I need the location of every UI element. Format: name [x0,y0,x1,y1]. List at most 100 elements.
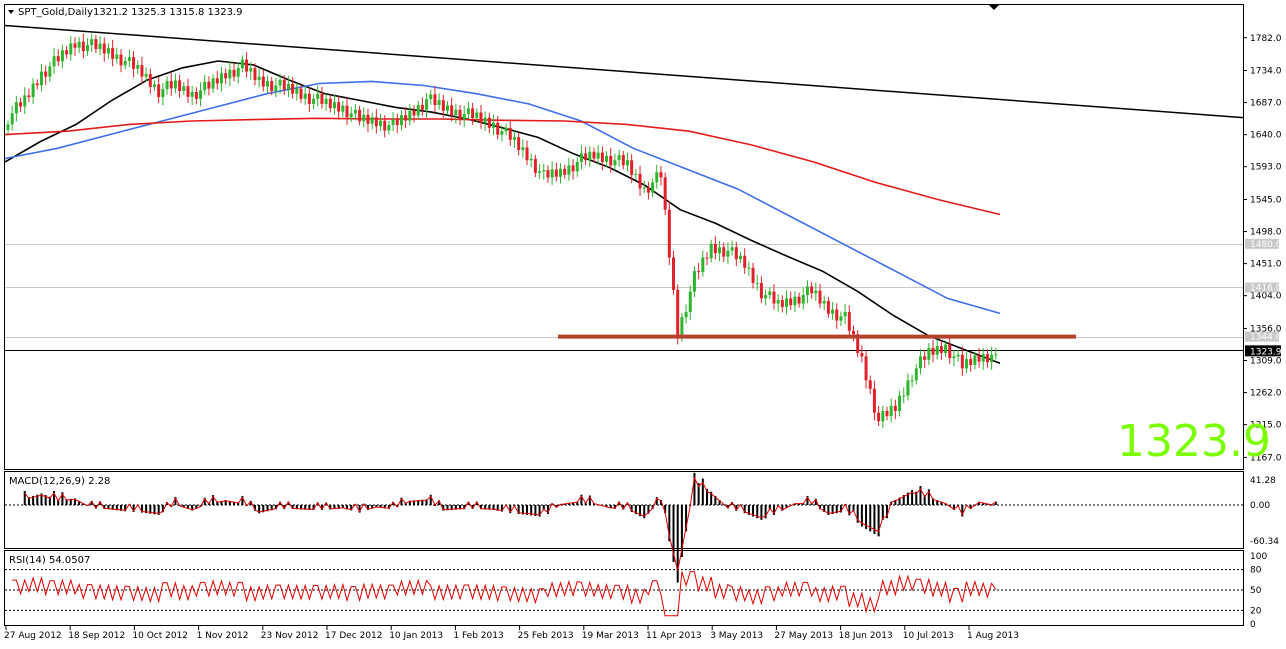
macd-histogram-bar [475,501,478,505]
macd-histogram-bar [869,505,872,532]
candle-body [655,172,659,183]
macd-histogram-bar [936,500,939,505]
candle-body [379,120,383,127]
candle-body [257,76,261,81]
candle-body [270,81,274,91]
candle-body [914,368,918,381]
macd-histogram-bar [852,505,855,512]
candle-body [148,74,152,87]
macd-histogram-bar [366,505,369,510]
macd-histogram-bar [103,505,106,510]
candle-body [69,43,73,55]
macd-histogram-bar [375,505,378,508]
candle-body [688,291,692,313]
candle-body [161,89,165,98]
macd-histogram-bar [902,495,905,505]
macd-histogram-bar [99,501,102,505]
macd-histogram-bar [823,505,826,513]
macd-histogram-bar [287,501,290,505]
macd-histogram-bar [107,505,110,510]
macd-histogram-bar [982,502,985,505]
macd-histogram-bar [747,505,750,515]
candle-body [433,94,437,105]
candle-body [755,283,759,285]
candle-body [718,247,722,254]
candle-body [567,165,571,175]
macd-histogram-bar [69,498,72,505]
candle-body [559,168,563,177]
macd-histogram-bar [706,488,709,505]
candle-body [592,151,596,159]
rsi-tick-label: 80 [1250,566,1262,576]
macd-histogram-bar [898,497,901,505]
macd-histogram-bar [429,494,432,505]
candle-body [588,151,592,161]
chart-shift-marker-icon[interactable] [989,5,999,10]
candle-body [517,137,521,150]
candle-body [207,81,211,89]
candle-body [77,41,81,48]
macd-histogram-bar [53,490,56,505]
candle-body [6,124,10,130]
candle-body [981,354,985,362]
price-tick-label: 1262.0 [1250,389,1282,399]
candle-body [667,209,671,258]
macd-histogram-bar [73,498,76,505]
candle-body [864,356,868,381]
candle-body [353,109,357,114]
rsi-line [12,571,997,617]
macd-histogram-bar [65,499,68,505]
macd-histogram-bar [488,505,491,510]
macd-histogram-bar [919,486,922,505]
macd-histogram-bar [186,505,189,510]
macd-histogram-bar [827,505,830,515]
candle-body [734,247,738,260]
rsi-pane-frame [4,550,1244,626]
macd-histogram-bar [546,505,549,514]
macd-histogram-bar [701,478,704,505]
dropdown-triangle-icon[interactable] [8,10,14,14]
macd-histogram-bar [346,505,349,510]
main-pane-frame [4,4,1244,470]
price-tick-label: 1404.0 [1250,292,1282,302]
macd-histogram-bar [961,505,964,517]
macd-histogram-bar [442,505,445,511]
candle-body [479,112,483,123]
macd-histogram-bar [839,505,842,513]
macd-histogram-bar [618,501,621,505]
macd-histogram-bar [735,505,738,511]
x-tick-label: 18 Sep 2012 [68,631,125,641]
candle-body [23,95,27,107]
macd-histogram-bar [685,505,688,532]
candle-body [630,160,634,175]
macd-histogram-bar [216,501,219,505]
candle-body [387,125,391,131]
candle-body [906,380,910,396]
macd-histogram-bar [333,505,336,510]
x-tick-label: 27 Aug 2012 [4,631,62,641]
macd-signal-line [24,476,997,572]
candle-body [215,78,219,84]
candle-body [132,57,136,69]
macd-histogram-bar [542,505,545,510]
macd-histogram-bar [978,501,981,505]
rsi-tick-label: 50 [1250,586,1262,596]
candle-body [429,94,433,100]
macd-histogram-bar [111,505,114,510]
candle-body [709,243,713,259]
candle-body [893,405,897,411]
x-tick-label: 11 Apr 2013 [646,631,702,641]
macd-histogram-bar [567,503,570,505]
macd-histogram-bar [576,501,579,505]
candle-body [420,104,424,110]
candle-body [584,153,588,161]
macd-histogram-bar [404,502,407,505]
candle-body [462,114,466,120]
x-tick-label: 10 Oct 2012 [132,631,188,641]
candle-body [249,68,253,72]
macd-histogram-bar [940,501,943,505]
candle-body [663,177,667,210]
candle-body [973,355,977,365]
candle-body [500,131,504,135]
candle-body [106,47,110,54]
